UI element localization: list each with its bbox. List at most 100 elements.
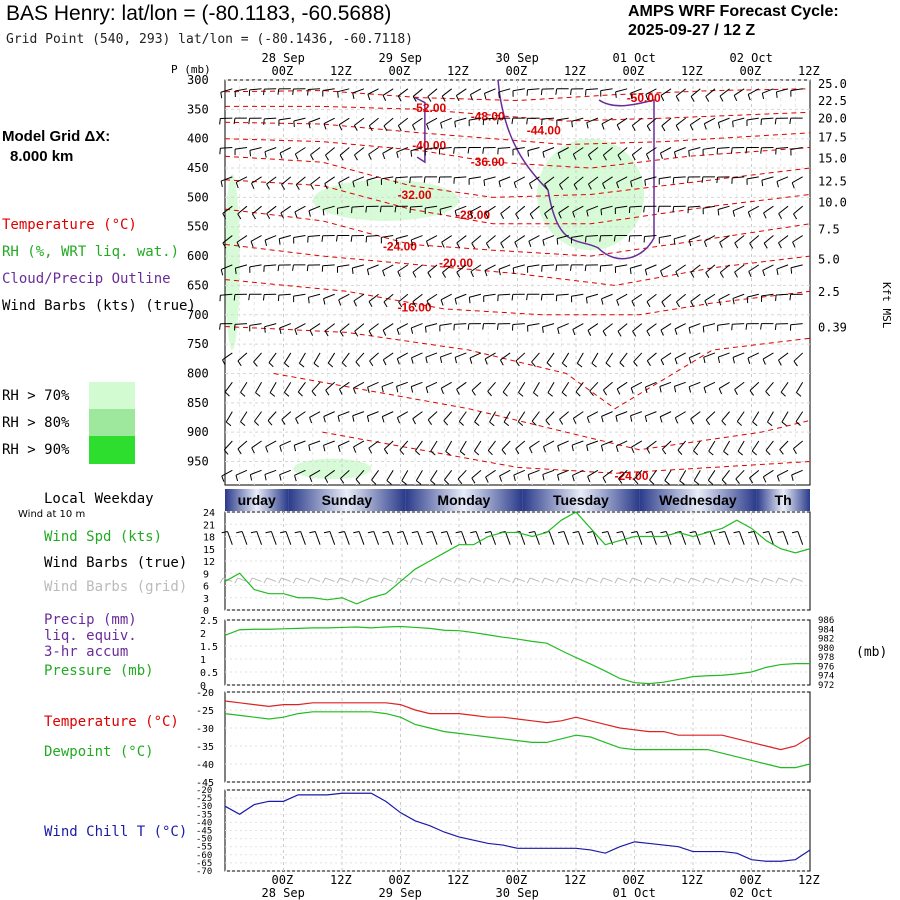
upper-wind-barb bbox=[442, 272, 447, 278]
upper-wind-barb bbox=[294, 205, 306, 213]
upper-wind-barb bbox=[313, 352, 321, 364]
upper-wind-barb bbox=[515, 205, 526, 215]
grid-wind-barb bbox=[310, 577, 321, 582]
upper-wind-barb bbox=[368, 330, 373, 337]
upper-wind-barb bbox=[251, 447, 255, 454]
upper-wind-barb bbox=[730, 147, 733, 154]
grid-wind-barb bbox=[395, 577, 399, 584]
upper-wind-barb bbox=[512, 267, 515, 274]
upper-wind-barb bbox=[411, 352, 423, 359]
upper-wind-barb bbox=[366, 176, 379, 181]
upper-wind-barb bbox=[498, 88, 511, 93]
upper-wind-barb bbox=[749, 469, 760, 479]
upper-wind-barb bbox=[308, 293, 321, 298]
temp-tick-label: -35 bbox=[196, 742, 214, 753]
upper-wind-barb bbox=[323, 416, 326, 423]
upper-wind-barb bbox=[353, 125, 358, 131]
upper-wind-barb bbox=[293, 235, 306, 239]
upper-wind-barb bbox=[703, 323, 716, 327]
upper-wind-barb bbox=[277, 88, 280, 95]
upper-wind-barb bbox=[792, 235, 803, 243]
upper-wind-barb bbox=[543, 440, 555, 448]
upper-wind-barb bbox=[485, 242, 490, 249]
true-wind-barb bbox=[455, 531, 462, 534]
upper-wind-barb bbox=[734, 271, 738, 278]
upper-wind-barb bbox=[526, 294, 528, 301]
bottom-time-label: 00Z bbox=[506, 873, 528, 887]
upper-wind-barb bbox=[322, 205, 335, 210]
upper-wind-barb bbox=[633, 470, 643, 480]
true-wind-barb bbox=[563, 531, 570, 545]
upper-wind-barb bbox=[515, 213, 520, 220]
upper-wind-barb bbox=[496, 118, 499, 125]
upper-wind-barb bbox=[427, 411, 438, 421]
upper-wind-barb bbox=[352, 176, 365, 182]
upper-wind-barb bbox=[412, 418, 416, 425]
upper-wind-barb bbox=[780, 391, 786, 397]
true-wind-barb bbox=[475, 531, 482, 545]
upper-wind-barb bbox=[309, 476, 313, 483]
grid-wind-barb bbox=[322, 577, 326, 584]
weekday-band bbox=[405, 489, 523, 511]
grid-wind-barb bbox=[351, 577, 355, 584]
upper-wind-barb bbox=[659, 176, 672, 180]
upper-wind-barb bbox=[781, 411, 789, 423]
grid-wind-barb bbox=[614, 577, 619, 584]
upper-wind-barb bbox=[426, 123, 430, 130]
upper-wind-barb bbox=[631, 154, 636, 161]
upper-wind-barb bbox=[584, 265, 587, 272]
upper-wind-barb bbox=[646, 301, 651, 308]
upper-wind-barb bbox=[309, 411, 321, 418]
upper-wind-barb bbox=[690, 264, 701, 273]
upper-wind-barb bbox=[721, 420, 727, 426]
top-date-label: 30 Sep bbox=[496, 51, 539, 65]
upper-wind-barb bbox=[589, 381, 599, 392]
height-axis-label: Kft MSL bbox=[880, 282, 893, 329]
upper-wind-barb bbox=[249, 150, 252, 157]
upper-wind-barb bbox=[308, 122, 311, 129]
upper-wind-barb bbox=[219, 118, 221, 125]
upper-wind-barb bbox=[633, 352, 643, 363]
upper-wind-barb bbox=[527, 88, 540, 91]
upper-wind-barb bbox=[411, 381, 423, 388]
upper-wind-barb bbox=[500, 242, 505, 249]
upper-wind-barb bbox=[793, 205, 804, 215]
upper-wind-barb bbox=[222, 242, 227, 249]
true-wind-barb bbox=[294, 531, 301, 534]
upper-wind-barb bbox=[353, 440, 365, 448]
upper-wind-barb bbox=[674, 381, 686, 387]
pressure-tick-label: 950 bbox=[187, 455, 209, 469]
upper-wind-barb bbox=[630, 176, 642, 182]
upper-wind-barb bbox=[367, 387, 370, 394]
upper-wind-barb bbox=[456, 271, 461, 278]
upper-wind-barb bbox=[309, 469, 321, 477]
upper-wind-barb bbox=[220, 176, 233, 182]
rh80-swatch bbox=[89, 409, 135, 436]
model-grid-label: Model Grid ΔX: bbox=[2, 128, 111, 145]
upper-wind-barb bbox=[383, 117, 394, 127]
upper-wind-barb bbox=[762, 358, 766, 365]
upper-wind-barb bbox=[369, 352, 379, 362]
upper-wind-barb bbox=[410, 327, 414, 334]
upper-wind-barb bbox=[425, 147, 438, 150]
windchill-tick-label: -40 bbox=[196, 818, 212, 828]
upper-wind-barb bbox=[749, 235, 760, 244]
upper-wind-barb bbox=[248, 294, 251, 301]
pressure-tick-label: 978 bbox=[818, 653, 834, 663]
upper-wind-barb bbox=[702, 326, 705, 333]
upper-wind-barb bbox=[483, 93, 487, 100]
upper-wind-barb bbox=[527, 264, 540, 268]
upper-wind-barb bbox=[485, 469, 496, 478]
upper-wind-barb bbox=[350, 235, 353, 242]
upper-wind-barb bbox=[266, 183, 270, 190]
upper-wind-barb bbox=[585, 88, 598, 91]
upper-wind-barb bbox=[469, 211, 473, 218]
upper-wind-barb bbox=[587, 411, 599, 418]
precip-tick-label: 1.5 bbox=[200, 642, 218, 653]
upper-wind-barb bbox=[222, 352, 233, 361]
upper-wind-barb bbox=[237, 213, 242, 220]
upper-wind-barb bbox=[719, 88, 730, 97]
upper-wind-barb bbox=[602, 323, 613, 332]
upper-wind-barb bbox=[424, 326, 427, 333]
upper-wind-barb bbox=[459, 440, 467, 452]
